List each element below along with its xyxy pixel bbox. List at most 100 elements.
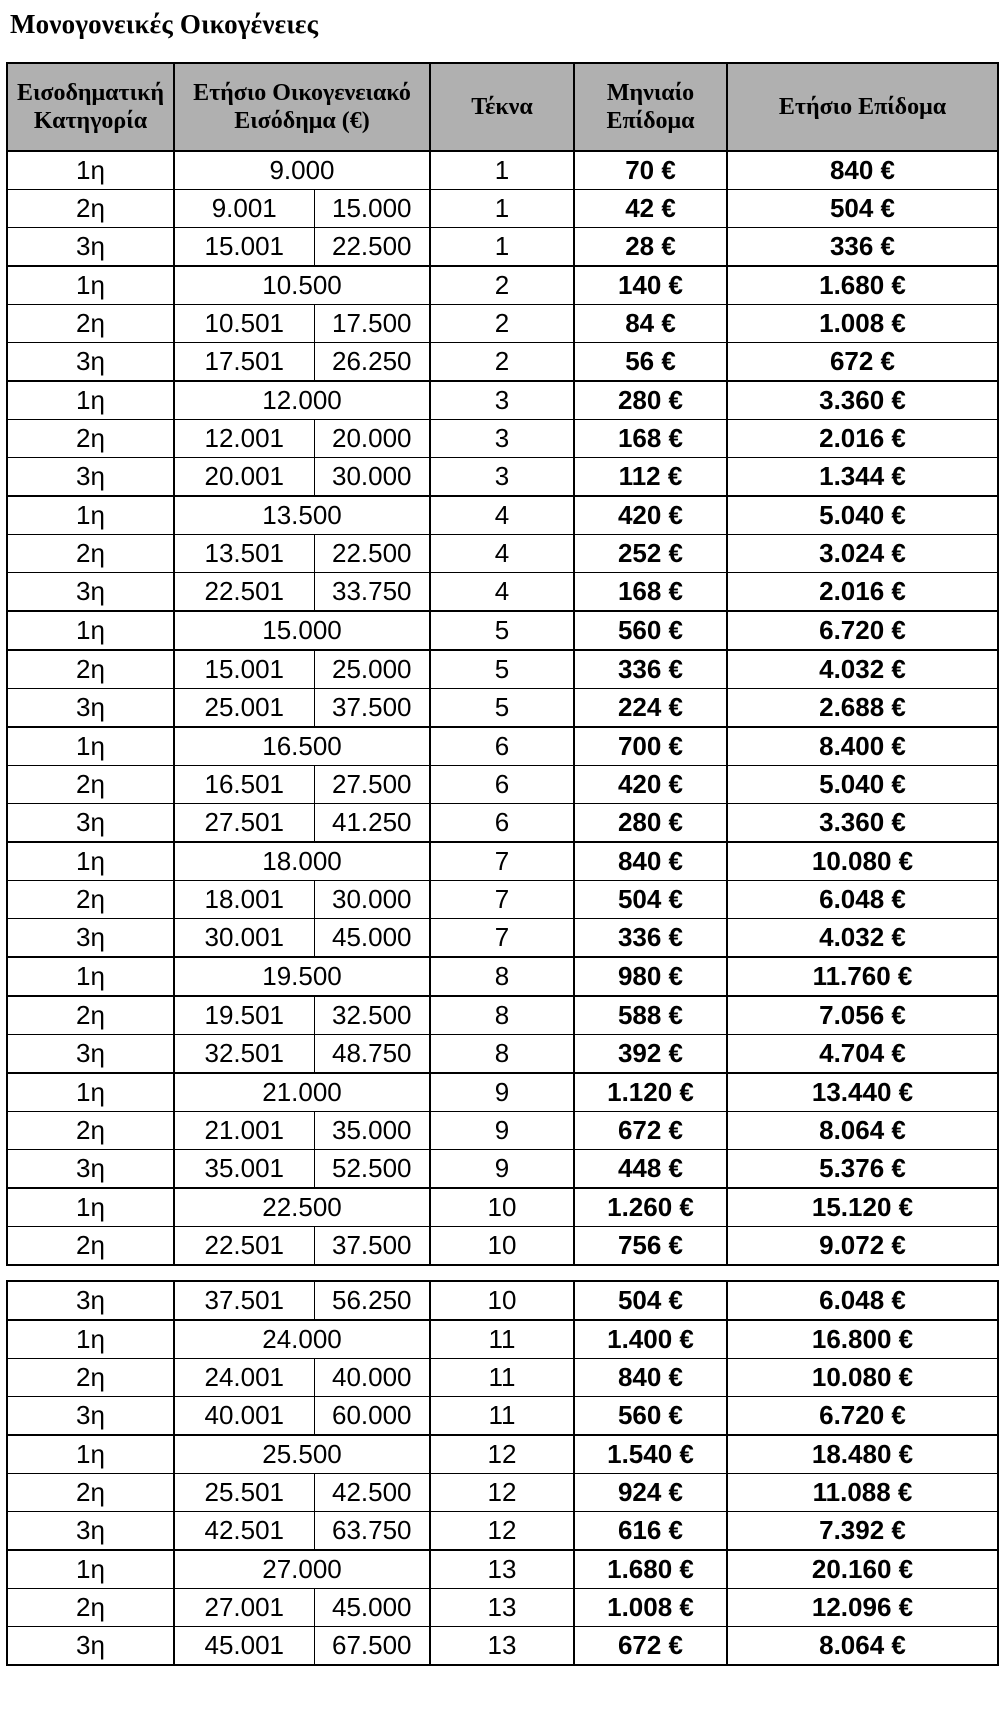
income-category-cell: 3η [6, 1280, 175, 1321]
income-to-cell: 30.000 [313, 880, 431, 919]
table-header: Εισοδηματική Κατηγορία Ετήσιο Οικογενεια… [6, 62, 999, 152]
annual-allowance-cell: 2.016 € [726, 419, 999, 458]
children-count-cell: 10 [429, 1226, 575, 1266]
income-category-cell: 2η [6, 189, 175, 228]
children-count-cell: 2 [429, 304, 575, 343]
annual-allowance-cell: 1.680 € [726, 265, 999, 305]
annual-allowance-cell: 8.064 € [726, 1111, 999, 1150]
income-category-cell: 3η [6, 688, 175, 728]
monthly-allowance-cell: 840 € [573, 1358, 728, 1397]
children-count-cell: 13 [429, 1549, 575, 1589]
income-from-cell: 12.001 [173, 419, 315, 458]
income-from-cell: 24.001 [173, 1358, 315, 1397]
monthly-allowance-cell: 112 € [573, 457, 728, 497]
income-to-cell: 56.250 [313, 1280, 431, 1321]
income-from-cell: 9.001 [173, 189, 315, 228]
income-category-cell: 1η [6, 380, 175, 420]
income-category-cell: 2η [6, 765, 175, 804]
income-to-cell: 22.500 [313, 227, 431, 267]
table-row: 2η 13.501 22.500 4 252 €3.024 € [6, 534, 999, 573]
income-to-cell: 45.000 [313, 918, 431, 958]
income-category-cell: 1η [6, 841, 175, 881]
income-category-cell: 2η [6, 1473, 175, 1512]
monthly-allowance-cell: 42 € [573, 189, 728, 228]
table-row: 3η 30.001 45.000 7 336 €4.032 € [6, 918, 999, 958]
table-body-part2: 3η 37.501 56.250 10 504 €6.048 €1η 24.000 11 1.… [6, 1280, 999, 1666]
monthly-allowance-cell: 56 € [573, 342, 728, 382]
monthly-allowance-cell: 560 € [573, 610, 728, 651]
income-category-cell: 2η [6, 1111, 175, 1150]
income-from-cell: 27.501 [173, 803, 315, 843]
income-category-cell: 3η [6, 918, 175, 958]
annual-allowance-cell: 6.720 € [726, 610, 999, 651]
annual-allowance-cell: 4.704 € [726, 1034, 999, 1074]
income-category-cell: 1η [6, 265, 175, 305]
table-row: 3η 17.501 26.250 2 56 €672 € [6, 342, 999, 382]
monthly-allowance-cell: 672 € [573, 1626, 728, 1666]
monthly-allowance-cell: 700 € [573, 726, 728, 766]
children-count-cell: 7 [429, 880, 575, 919]
income-category-cell: 3η [6, 1396, 175, 1436]
income-to-cell: 30.000 [313, 457, 431, 497]
annual-allowance-cell: 15.120 € [726, 1187, 999, 1227]
table-row: 1η 18.000 7 840 €10.080 € [6, 841, 999, 881]
children-count-cell: 6 [429, 803, 575, 843]
table-row: 1η 9.000 1 70 €840 € [6, 150, 999, 190]
income-to-cell: 42.500 [313, 1473, 431, 1512]
table-row: 2η 15.001 25.000 5 336 €4.032 € [6, 649, 999, 689]
income-cell: 22.500 [173, 1187, 431, 1227]
children-count-cell: 7 [429, 841, 575, 881]
children-count-cell: 10 [429, 1280, 575, 1321]
annual-allowance-cell: 2.688 € [726, 688, 999, 728]
income-category-cell: 1η [6, 1434, 175, 1474]
allowance-table-part1: Εισοδηματική Κατηγορία Ετήσιο Οικογενεια… [6, 62, 999, 1266]
annual-allowance-cell: 8.064 € [726, 1626, 999, 1666]
table-row: 1η 27.000 13 1.680 €20.160 € [6, 1549, 999, 1589]
monthly-allowance-cell: 1.400 € [573, 1319, 728, 1359]
income-category-cell: 1η [6, 1319, 175, 1359]
monthly-allowance-cell: 1.540 € [573, 1434, 728, 1474]
table-row: 2η 27.001 45.000 13 1.008 €12.096 € [6, 1588, 999, 1627]
annual-allowance-cell: 5.376 € [726, 1149, 999, 1189]
income-to-cell: 52.500 [313, 1149, 431, 1189]
income-from-cell: 42.501 [173, 1511, 315, 1551]
income-category-cell: 2η [6, 1588, 175, 1627]
monthly-allowance-cell: 28 € [573, 227, 728, 267]
income-category-cell: 3η [6, 803, 175, 843]
monthly-allowance-cell: 1.680 € [573, 1549, 728, 1589]
annual-allowance-cell: 336 € [726, 227, 999, 267]
income-cell: 13.500 [173, 495, 431, 535]
table-body-part1: 1η 9.000 1 70 €840 €2η 9.001 15.000 1 42 €504 €… [6, 150, 999, 1266]
monthly-allowance-cell: 392 € [573, 1034, 728, 1074]
monthly-allowance-cell: 504 € [573, 880, 728, 919]
header-monthly-allowance: Μηνιαίο Επίδομα [573, 62, 728, 152]
annual-allowance-cell: 4.032 € [726, 649, 999, 689]
page-title: Μονογονεικές Οικογένειες [10, 9, 319, 39]
income-from-cell: 15.001 [173, 227, 315, 267]
income-from-cell: 30.001 [173, 918, 315, 958]
monthly-allowance-cell: 336 € [573, 649, 728, 689]
income-cell: 25.500 [173, 1434, 431, 1474]
income-from-cell: 20.001 [173, 457, 315, 497]
children-count-cell: 12 [429, 1511, 575, 1551]
income-from-cell: 32.501 [173, 1034, 315, 1074]
income-category-cell: 2η [6, 534, 175, 573]
header-annual-allowance: Ετήσιο Επίδομα [726, 62, 999, 152]
income-to-cell: 41.250 [313, 803, 431, 843]
monthly-allowance-cell: 560 € [573, 1396, 728, 1436]
children-count-cell: 1 [429, 227, 575, 267]
table-row: 1η 10.500 2 140 €1.680 € [6, 265, 999, 305]
table-row: 3η 45.001 67.500 13 672 €8.064 € [6, 1626, 999, 1666]
children-count-cell: 9 [429, 1072, 575, 1112]
allowance-table-part2: 3η 37.501 56.250 10 504 €6.048 €1η 24.000 11 1.… [6, 1280, 999, 1666]
table-row: 3η 42.501 63.750 12 616 €7.392 € [6, 1511, 999, 1551]
monthly-allowance-cell: 168 € [573, 572, 728, 612]
monthly-allowance-cell: 70 € [573, 150, 728, 190]
children-count-cell: 6 [429, 726, 575, 766]
monthly-allowance-cell: 168 € [573, 419, 728, 458]
table-row: 2η 24.001 40.000 11 840 €10.080 € [6, 1358, 999, 1397]
income-category-cell: 2η [6, 1358, 175, 1397]
income-from-cell: 15.001 [173, 649, 315, 689]
annual-allowance-cell: 12.096 € [726, 1588, 999, 1627]
income-to-cell: 35.000 [313, 1111, 431, 1150]
